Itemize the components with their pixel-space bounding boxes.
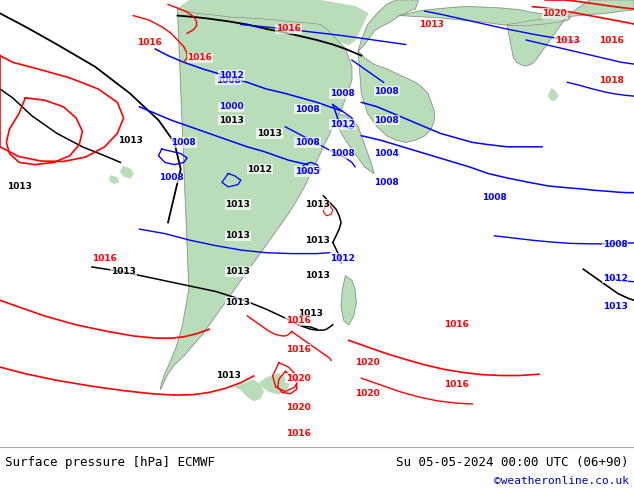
Text: 1020: 1020 xyxy=(355,389,380,398)
Text: 1008: 1008 xyxy=(330,89,355,98)
Text: 1016: 1016 xyxy=(444,380,469,390)
Text: 1008: 1008 xyxy=(374,87,399,96)
Text: 1000: 1000 xyxy=(219,102,243,111)
Text: 1012: 1012 xyxy=(247,165,273,173)
Text: 1004: 1004 xyxy=(374,149,399,158)
Text: 1016: 1016 xyxy=(285,316,311,325)
Text: 1008: 1008 xyxy=(158,173,184,182)
Text: 1016: 1016 xyxy=(599,36,624,45)
Text: 1016: 1016 xyxy=(136,38,162,47)
Text: 1013: 1013 xyxy=(6,182,32,192)
Text: 1013: 1013 xyxy=(225,267,250,276)
Text: 1008: 1008 xyxy=(374,116,399,124)
Text: 1005: 1005 xyxy=(295,167,320,176)
Text: 1012: 1012 xyxy=(330,120,355,129)
Text: 1012: 1012 xyxy=(602,273,628,283)
Text: 1016: 1016 xyxy=(92,253,117,263)
Text: 1018: 1018 xyxy=(599,75,624,85)
Text: 1008: 1008 xyxy=(295,138,320,147)
Text: 1020: 1020 xyxy=(355,358,380,367)
Text: 1013: 1013 xyxy=(602,302,628,312)
Polygon shape xyxy=(110,176,119,183)
Text: 1013: 1013 xyxy=(257,129,282,138)
Polygon shape xyxy=(358,51,434,143)
Text: 1013: 1013 xyxy=(117,136,143,145)
Text: 1013: 1013 xyxy=(111,267,136,276)
Text: ©weatheronline.co.uk: ©weatheronline.co.uk xyxy=(494,476,629,487)
Text: 1013: 1013 xyxy=(555,36,580,45)
Text: 1013: 1013 xyxy=(225,200,250,209)
Polygon shape xyxy=(399,7,571,26)
Text: 1012: 1012 xyxy=(219,71,244,80)
Polygon shape xyxy=(178,0,368,45)
Text: 1008: 1008 xyxy=(374,178,399,187)
Polygon shape xyxy=(341,276,356,325)
Text: 1013: 1013 xyxy=(225,298,250,307)
Text: 1020: 1020 xyxy=(285,374,311,383)
Text: 1013: 1013 xyxy=(418,20,444,29)
Text: 1013: 1013 xyxy=(219,116,244,124)
Text: 1008: 1008 xyxy=(216,75,241,85)
Polygon shape xyxy=(548,89,558,100)
Text: 1008: 1008 xyxy=(295,104,320,114)
Text: 1012: 1012 xyxy=(330,253,355,263)
Polygon shape xyxy=(260,374,288,394)
Text: 1008: 1008 xyxy=(602,240,628,249)
Text: 1020: 1020 xyxy=(285,403,311,412)
Text: 1013: 1013 xyxy=(304,271,330,280)
Text: 1008: 1008 xyxy=(330,149,355,158)
Polygon shape xyxy=(160,9,352,389)
Polygon shape xyxy=(507,0,634,66)
Text: 1008: 1008 xyxy=(482,194,507,202)
Text: 1013: 1013 xyxy=(216,371,241,380)
Text: 1008: 1008 xyxy=(171,138,197,147)
Text: 1013: 1013 xyxy=(225,231,250,240)
Polygon shape xyxy=(120,167,133,178)
Text: 1016: 1016 xyxy=(276,24,301,33)
Text: Su 05-05-2024 00:00 UTC (06+90): Su 05-05-2024 00:00 UTC (06+90) xyxy=(396,456,629,468)
Text: 1020: 1020 xyxy=(542,9,567,18)
Text: Surface pressure [hPa] ECMWF: Surface pressure [hPa] ECMWF xyxy=(5,456,215,468)
Text: 1013: 1013 xyxy=(298,309,323,318)
Text: 1013: 1013 xyxy=(304,200,330,209)
Text: 1016: 1016 xyxy=(187,53,212,62)
Text: 1016: 1016 xyxy=(285,429,311,438)
Polygon shape xyxy=(235,380,263,400)
Text: 1016: 1016 xyxy=(285,345,311,354)
Polygon shape xyxy=(358,0,418,51)
Text: 1013: 1013 xyxy=(304,236,330,245)
Text: 1016: 1016 xyxy=(444,320,469,329)
Polygon shape xyxy=(336,114,374,173)
